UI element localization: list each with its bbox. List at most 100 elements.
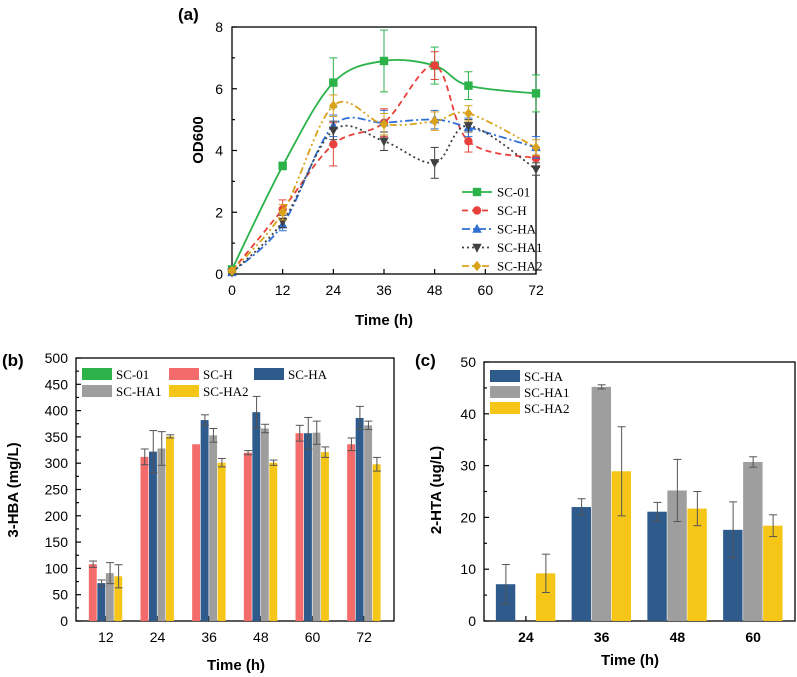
panel-b-y-tick-label: 500 [45, 350, 69, 366]
panel-a-data-point [464, 81, 473, 90]
panel-a-data-point [429, 159, 440, 169]
panel-b-bar [166, 436, 174, 621]
panel-b-bar [321, 452, 329, 621]
panel-b-y-tick-label: 150 [45, 534, 69, 550]
panel-b-bar [269, 462, 278, 621]
panel-b-bar [97, 583, 106, 621]
panel-c-y-tick-label: 0 [468, 613, 476, 629]
panel-a-data-point [464, 108, 473, 119]
panel-c-x-axis-title: Time (h) [601, 652, 659, 669]
panel-b-bar [217, 462, 226, 621]
panel-a-data-point [531, 89, 541, 98]
panel-a-data-point [464, 137, 473, 146]
panel-c-x-tick-label: 48 [670, 629, 686, 645]
panel-b-legend: SC-01 SC-H SC-HA SC-HA1 SC-HA2 [82, 367, 328, 399]
panel-a-data-point [278, 207, 287, 218]
panel-a-legend-label: SC-H [497, 203, 527, 218]
panel-b-y-tick-label: 400 [45, 403, 69, 419]
panel-b-bar [114, 576, 123, 621]
panel-a-legend-marker [472, 206, 482, 215]
panel-a-data-point [430, 115, 439, 127]
panel-b-y-tick-label: 50 [52, 587, 68, 603]
panel-c-label: (c) [415, 351, 436, 370]
panel-a-legend-marker [472, 260, 482, 272]
panel-b-y-tick-label: 200 [45, 508, 69, 524]
panel-b-bar [252, 412, 261, 621]
panel-c-legend-swatch [490, 402, 520, 414]
panel-b-bar [140, 456, 149, 621]
panel-c-legend-label: SC-HA [524, 369, 564, 384]
panel-b-y-tick-label: 100 [45, 560, 69, 576]
panel-b-y-axis-title: 3-HBA (mg/L) [5, 442, 22, 537]
panel-c-y-axis-title: 2-HTA (ug/L) [428, 446, 445, 534]
panel-a-series [227, 29, 541, 274]
panel-a-y-tick-label: 0 [215, 266, 223, 282]
panel-c-legend-swatch [490, 386, 520, 398]
panel-a-data-point [329, 140, 338, 149]
panel-a-legend-label: SC-HA [497, 222, 537, 237]
panel-a-data-point [430, 61, 439, 70]
panel-a-data-point [329, 100, 338, 111]
panel-c-bar [571, 507, 592, 621]
panel-b-bar-chart: (b) 3-HBA (mg/L) Time (h) 0 50 100 150 200 25… [2, 350, 395, 674]
panel-c-legend-swatch [490, 370, 520, 382]
panel-b-x-tick-label: 24 [150, 629, 166, 645]
panel-c-x-tick-label: 36 [594, 629, 610, 645]
panel-a-y-tick-label: 4 [215, 143, 223, 159]
panel-a-x-tick-label: 72 [528, 282, 544, 298]
panel-b-bar [347, 444, 356, 621]
panel-a-legend-marker [472, 223, 482, 233]
panel-b-bar [88, 564, 97, 621]
panel-a-y-tick-label: 8 [215, 19, 223, 35]
panel-c-bar [535, 573, 556, 621]
panel-a-data-point [227, 265, 237, 277]
panel-b-x-axis-title: Time (h) [207, 657, 265, 674]
panel-c-legend-label: SC-HA2 [524, 401, 570, 416]
panel-a-data-point [463, 122, 474, 131]
panel-b-bar [157, 448, 166, 621]
panel-b-bar [312, 432, 321, 621]
panel-c-bar [743, 461, 763, 621]
panel-b-x-tick-label: 72 [356, 629, 372, 645]
panel-b-legend-label: SC-HA [288, 367, 328, 382]
panel-a-data-point [379, 56, 389, 66]
panel-a-data-point [531, 142, 541, 153]
panel-b-y-tick-label: 300 [45, 455, 69, 471]
panel-a-series [227, 119, 541, 278]
panel-b-x-tick-label: 48 [253, 629, 269, 645]
panel-c-y-tick-label: 20 [460, 509, 476, 525]
panel-b-legend-swatch [82, 368, 112, 380]
panel-c-y-tick-label: 10 [460, 561, 476, 577]
panel-b-bar [149, 451, 157, 621]
panel-b-bar [243, 452, 252, 621]
panel-b-legend-swatch [254, 368, 284, 380]
panel-b-bar [364, 425, 373, 621]
panel-b-bar [209, 435, 218, 621]
panel-a-legend-label: SC-01 [497, 185, 530, 200]
panel-a-series-line [231, 64, 537, 272]
panel-b-y-tick-label: 0 [60, 613, 68, 629]
panel-b-bar [372, 464, 381, 621]
panel-b-y-tick-label: 450 [45, 376, 69, 392]
panel-a-y-tick-label: 6 [215, 81, 223, 97]
panel-c-bar [591, 386, 612, 621]
panel-a-label: (a) [178, 5, 199, 24]
panel-c-bar [647, 511, 667, 621]
panel-a-data-point [329, 78, 338, 87]
panel-b-label: (b) [2, 351, 24, 370]
panel-b-bar [304, 433, 312, 621]
panel-a-data-point [328, 126, 339, 136]
panel-a-x-axis-title: Time (h) [355, 312, 413, 329]
panel-a-x-tick-label: 36 [376, 282, 392, 298]
panel-a-data-point [379, 119, 389, 130]
panel-a-x-tick-label: 60 [478, 282, 494, 298]
panel-b-legend-swatch [169, 385, 199, 397]
panel-c-bar-chart: (c) 2-HTA (ug/L) Time (h) 0 10 20 30 40 50 24 3… [415, 351, 796, 669]
panel-a-legend-marker [472, 187, 482, 197]
panel-c-legend-label: SC-HA1 [524, 385, 570, 400]
panel-b-legend-swatch [169, 368, 199, 380]
panel-b-legend-label: SC-HA2 [203, 384, 249, 399]
